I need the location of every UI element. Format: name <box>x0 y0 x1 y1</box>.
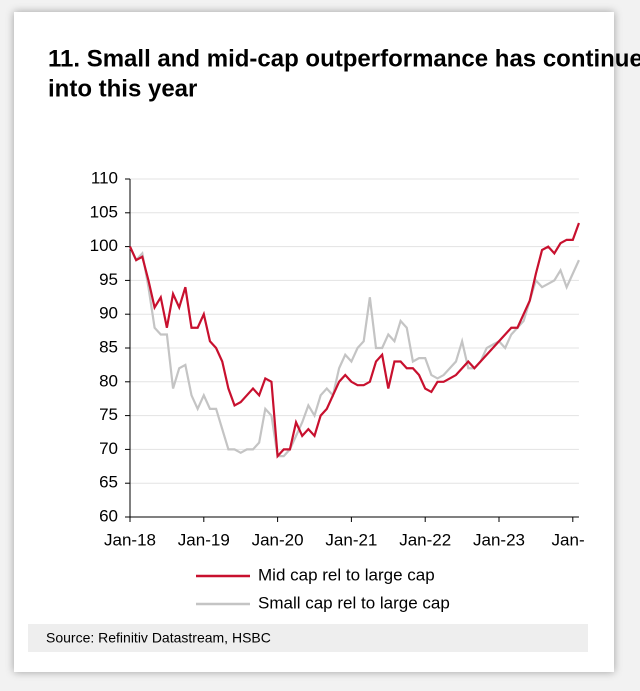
y-tick-label: 75 <box>99 405 118 424</box>
legend-label: Mid cap rel to large cap <box>258 565 435 584</box>
x-tick-label: Jan-23 <box>473 530 525 549</box>
y-tick-label: 60 <box>99 506 118 525</box>
y-tick-label: 80 <box>99 371 118 390</box>
y-tick-label: 90 <box>99 304 118 323</box>
source-band <box>28 624 588 652</box>
x-tick-label: Jan-18 <box>104 530 156 549</box>
card <box>14 12 614 672</box>
y-tick-label: 105 <box>90 202 118 221</box>
y-tick-label: 65 <box>99 473 118 492</box>
x-tick-label: Jan-20 <box>252 530 304 549</box>
y-tick-label: 110 <box>91 168 118 187</box>
y-tick-label: 70 <box>99 439 118 458</box>
series-line <box>128 246 580 458</box>
chart-title-line: 11. Small and mid-cap outperformance has… <box>48 45 640 72</box>
y-tick-label: 100 <box>90 236 118 255</box>
y-tick-label: 85 <box>99 337 118 356</box>
legend-label: Small cap rel to large cap <box>258 593 450 612</box>
x-tick-label: Jan-22 <box>399 530 451 549</box>
chart-title-line: into this year <box>48 75 197 102</box>
x-tick-label: Jan-21 <box>325 530 377 549</box>
source: Source: Refinitiv Datastream, HSBC <box>46 630 271 646</box>
y-tick-label: 95 <box>99 270 118 289</box>
series-line <box>128 222 580 459</box>
x-tick-label: Jan-2 <box>552 530 595 549</box>
x-tick-label: Jan-19 <box>178 530 230 549</box>
